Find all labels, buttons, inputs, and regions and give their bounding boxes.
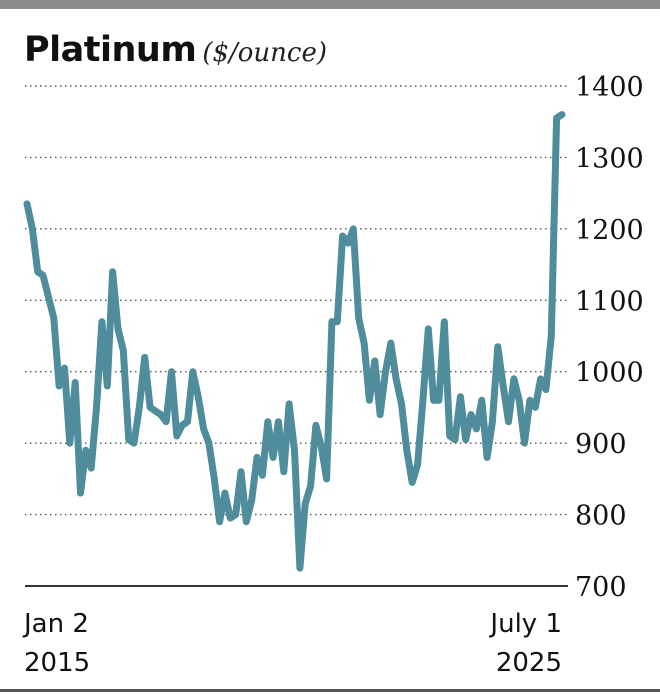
y-tick-label-800: 800: [575, 501, 627, 532]
y-tick-label-1300: 1300: [575, 143, 644, 174]
top-rule: [0, 0, 660, 9]
x-label-end-date: July 1: [488, 609, 562, 639]
series-layer: [23, 111, 566, 572]
y-tick-label-900: 900: [575, 429, 627, 460]
y-tick-label-700: 700: [575, 572, 627, 603]
chart-title: Platinum: [24, 30, 197, 70]
x-label-end-year: 2025: [496, 648, 562, 678]
chart-title-block: Platinum ($/ounce): [24, 30, 327, 70]
x-label-start-year: 2015: [24, 648, 90, 678]
chart-unit-label: ($/ounce): [202, 38, 327, 68]
x-axis-labels: Jan 2 2015 July 1 2025: [22, 609, 562, 678]
platinum-price-line: [23, 111, 566, 572]
y-tick-label-1400: 1400: [575, 72, 644, 103]
bottom-rule: [0, 689, 660, 692]
y-tick-label-1000: 1000: [575, 358, 644, 389]
x-label-start-date: Jan 2: [22, 609, 89, 639]
y-tick-label-1100: 1100: [575, 286, 644, 317]
y-tick-label-1200: 1200: [575, 215, 644, 246]
y-axis-tick-labels: 1400 1300 1200 1100 1000 900 800 700: [575, 72, 644, 603]
